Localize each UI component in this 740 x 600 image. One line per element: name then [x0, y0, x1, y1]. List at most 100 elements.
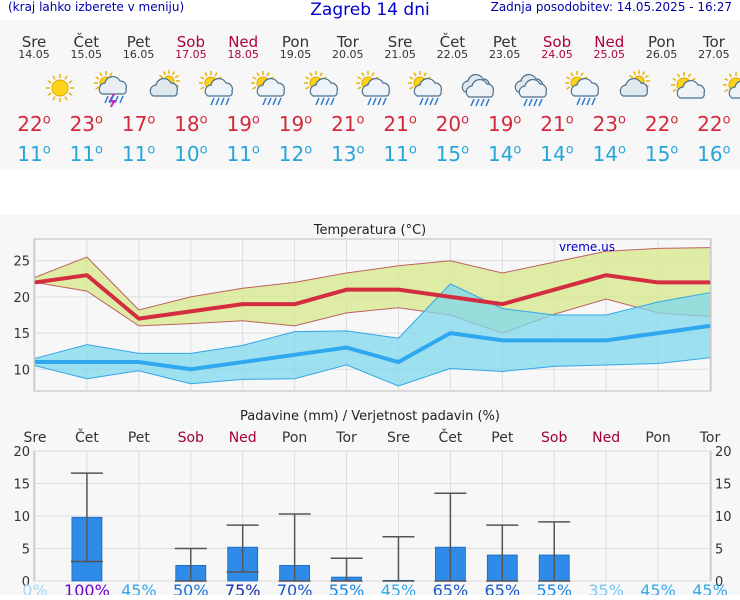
x-tick-label: Pon [282, 430, 307, 446]
precipitation-chart: Padavine (mm) / Verjetnost padavin (%) Sr… [0, 405, 740, 595]
min-temperature: 13o [322, 142, 374, 166]
max-temperature-value: 20 [435, 112, 462, 136]
degree-sign: o [618, 112, 626, 128]
day-date: 27.05 [698, 48, 730, 61]
sun-cloud-icon [670, 72, 705, 99]
probability-label: 45% [692, 581, 728, 595]
x-tick-label: Ned [229, 430, 257, 446]
menu-hint: (kraj lahko izberete v meniju) [8, 0, 185, 14]
sun-rain-icon [198, 71, 233, 106]
day-name: Pon [281, 33, 310, 51]
day-name: Čet [73, 33, 100, 51]
y-tick-label: 10 [13, 363, 30, 378]
probability-label: 0% [22, 581, 47, 595]
y-tick-label: 0 [22, 575, 30, 590]
probability-label: 35% [588, 581, 624, 595]
x-tick-label: Sob [541, 430, 567, 446]
x-tick-label: Tor [699, 430, 721, 446]
min-temperature: 15o [426, 142, 478, 166]
y-tick-label: 15 [13, 327, 30, 342]
max-temperature: 17o [113, 112, 165, 136]
min-temperature-value: 16 [697, 142, 723, 166]
x-tick-label: Pet [491, 430, 514, 446]
day-date: 17.05 [175, 48, 207, 61]
degree-sign: o [565, 142, 574, 158]
day-name: Sob [176, 33, 205, 51]
min-temperature: 12o [270, 142, 322, 166]
plot-background [0, 405, 740, 595]
day-date: 15.05 [70, 48, 103, 61]
max-temperature: 23o [60, 112, 112, 136]
x-tick-label: Pon [645, 430, 670, 446]
sun-rain-icon [251, 71, 286, 106]
y-tick-label: 15 [13, 478, 30, 493]
probability-label: 45% [381, 581, 417, 595]
day-date: 14.05 [18, 48, 50, 61]
max-temperature-value: 19 [278, 112, 305, 136]
data-point [553, 339, 555, 341]
max-temperature-value: 23 [592, 112, 619, 136]
data-point [605, 274, 607, 276]
min-temperature-value: 11 [383, 142, 409, 166]
sun-rain-icon [565, 71, 599, 106]
max-temperature-value: 18 [174, 112, 200, 136]
y-tick-label: 10 [13, 510, 30, 525]
degree-sign: o [251, 112, 260, 128]
rain-cloud-icon [514, 73, 547, 107]
min-temperature-value: 11 [17, 142, 43, 166]
sun-rain-icon [408, 71, 443, 106]
x-tick-label: Sre [387, 430, 410, 446]
min-temperature: 10o [165, 142, 217, 166]
data-point [138, 318, 140, 320]
day-name: Ned [594, 33, 625, 51]
day-name: Tor [702, 33, 725, 51]
degree-sign: o [356, 112, 365, 128]
data-point [449, 332, 451, 334]
data-point [242, 361, 244, 363]
min-temperature: 11o [374, 142, 426, 166]
degree-sign: o [95, 112, 103, 128]
page-title: Zagreb 14 dni [310, 0, 430, 20]
max-temperature-line [34, 273, 710, 321]
y-tick-label: 25 [13, 255, 30, 270]
data-point [657, 281, 659, 283]
day-name: Čet [439, 33, 466, 51]
max-temperature-value: 21 [331, 112, 357, 136]
probability-label: 70% [277, 581, 313, 595]
x-tick-label: Ned [592, 430, 620, 446]
min-range-band-upper-edge [34, 283, 711, 359]
sun-rain-icon [355, 71, 390, 106]
max-temperature-value: 19 [226, 112, 252, 136]
y-tick-label: 5 [22, 543, 30, 558]
min-temperature: 11o [113, 142, 165, 166]
max-temperature: 20o [426, 112, 478, 136]
max-temperature-value: 21 [540, 112, 566, 136]
y-tick-label: 20 [13, 445, 30, 460]
degree-sign: o [513, 112, 522, 128]
max-temperature-value: 19 [487, 112, 514, 136]
min-temperature: 11o [217, 142, 269, 166]
x-tick-label: Čet [75, 428, 99, 446]
degree-sign: o [199, 112, 208, 128]
y-tick-label-right: 15 [715, 478, 732, 493]
max-range-band-upper-edge [34, 247, 711, 311]
degree-sign: o [147, 142, 156, 158]
watermark: vreme.us [559, 240, 615, 254]
degree-sign: o [356, 142, 365, 158]
degree-sign: o [461, 142, 470, 158]
degree-sign: o [722, 142, 731, 158]
temperature-chart: Temperatura (°C) 10 15 20 25 vreme.us [0, 215, 740, 415]
rain-cloud-icon [462, 73, 495, 107]
max-temperature: 19o [270, 112, 322, 136]
max-temperature: 21o [531, 112, 583, 136]
degree-sign: o [565, 112, 574, 128]
data-point [501, 339, 503, 341]
degree-sign: o [670, 142, 679, 158]
data-point [190, 368, 192, 370]
probability-label: 55% [329, 581, 365, 595]
degree-sign: o [304, 142, 313, 158]
day-date: 21.05 [384, 48, 416, 61]
max-temperature: 19o [217, 112, 269, 136]
min-temperature-value: 12 [278, 142, 305, 166]
probability-label: 65% [485, 581, 521, 595]
